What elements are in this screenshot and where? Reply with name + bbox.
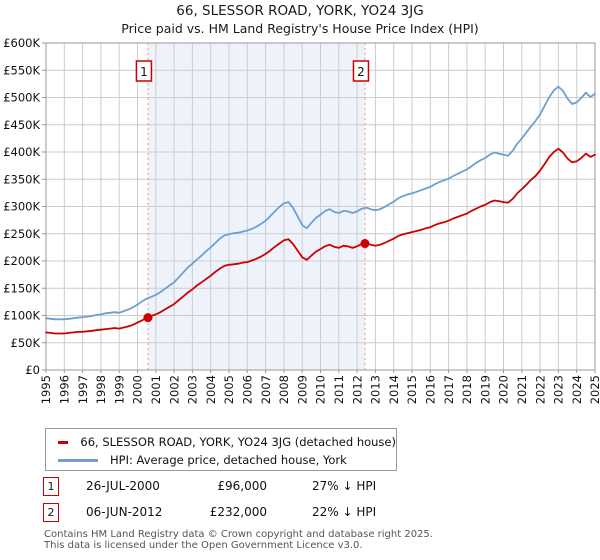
x-axis-label: 2005 <box>222 375 236 404</box>
legend-line-swatch <box>58 458 98 462</box>
sale-price: £232,000 <box>209 505 267 519</box>
x-axis-label: 2006 <box>241 375 255 404</box>
x-axis-label: 2012 <box>350 375 364 404</box>
x-axis-label: 2022 <box>533 375 547 404</box>
x-axis-label: 2000 <box>131 375 145 404</box>
x-axis-label: 2013 <box>369 375 383 404</box>
series-line <box>45 147 596 335</box>
sale-hpi-delta: 27% ↓ HPI <box>312 479 377 493</box>
x-axis-label: 2009 <box>295 375 309 404</box>
x-axis-label: 1997 <box>76 375 90 404</box>
price-history-chart: £0 £50K £100K £150K £200K £250K £300K £350K £400… <box>3 36 600 404</box>
x-axis-label: 2025 <box>588 375 600 404</box>
sale-flag-box <box>135 60 153 82</box>
y-axis-label: £100K <box>3 309 40 323</box>
sale-annotation-row: 1 26-JUL-2000 £96,000 27% ↓ HPI <box>0 477 600 497</box>
sale-number-badge: 1 <box>43 477 59 496</box>
y-axis-label: £0 <box>25 363 40 377</box>
footer-licence: This data is licensed under the Open Gov… <box>44 540 363 551</box>
y-axis-label: £300K <box>3 200 40 214</box>
sale-hpi-delta: 22% ↓ HPI <box>312 505 377 519</box>
x-axis-label: 2020 <box>497 375 511 404</box>
x-axis-label: 2011 <box>332 375 346 404</box>
footer-copyright: Contains HM Land Registry data © Crown c… <box>44 529 433 540</box>
sale-price: £96,000 <box>217 479 267 493</box>
sale-flag-number: 2 <box>357 65 365 79</box>
x-axis-label: 2010 <box>314 375 328 404</box>
x-axis-label: 2019 <box>478 375 492 404</box>
chart-legend: 66, SLESSOR ROAD, YORK, YO24 3JG (detach… <box>45 428 397 471</box>
sale-annotation-row: 2 06-JUN-2012 £232,000 22% ↓ HPI <box>0 503 600 523</box>
sale-date: 06-JUN-2012 <box>86 505 163 519</box>
legend-label: 66, SLESSOR ROAD, YORK, YO24 3JG (detach… <box>80 435 396 449</box>
legend-item: HPI: Average price, detached house, York <box>58 451 396 469</box>
x-axis-label: 2018 <box>460 375 474 404</box>
y-axis-label: £350K <box>3 172 40 186</box>
sale-point-marker <box>143 313 153 323</box>
y-axis-label: £500K <box>3 91 40 105</box>
x-axis-label: 2004 <box>204 375 218 404</box>
x-axis-label: 2021 <box>515 375 529 404</box>
y-axis-label: £600K <box>3 36 40 50</box>
sale-date: 26-JUL-2000 <box>86 479 160 493</box>
legend-line-swatch <box>58 440 69 444</box>
y-axis-label: £150K <box>3 281 40 295</box>
page-title: 66, SLESSOR ROAD, YORK, YO24 3JG <box>176 3 424 19</box>
x-axis-label: 2017 <box>442 375 456 404</box>
x-axis-label: 2023 <box>552 375 566 404</box>
y-axis-label: £450K <box>3 118 40 132</box>
y-axis-label: £50K <box>11 336 41 350</box>
x-axis-label: 2003 <box>186 375 200 404</box>
page-subtitle: Price paid vs. HM Land Registry's House … <box>121 21 479 36</box>
sale-flag-box <box>352 60 370 82</box>
x-axis-label: 1998 <box>94 375 108 404</box>
y-axis-label: £250K <box>3 227 40 241</box>
x-axis-label: 1996 <box>58 375 72 404</box>
legend-label: HPI: Average price, detached house, York <box>110 453 347 467</box>
x-axis-label: 2024 <box>570 375 584 404</box>
x-axis-label: 2001 <box>149 375 163 404</box>
sale-number-badge: 2 <box>43 503 59 522</box>
sale-point-marker <box>360 239 370 249</box>
x-axis-label: 2016 <box>424 375 438 404</box>
x-axis-label: 1995 <box>39 375 53 404</box>
x-axis-label: 2008 <box>277 375 291 404</box>
series-line <box>45 85 596 321</box>
y-axis-label: £200K <box>3 254 40 268</box>
x-axis-label: 2007 <box>259 375 273 404</box>
x-axis-label: 2014 <box>387 375 401 404</box>
sale-flag-number: 1 <box>140 65 148 79</box>
x-axis-label: 2015 <box>405 375 419 404</box>
y-axis-label: £550K <box>3 63 40 77</box>
x-axis-label: 1999 <box>112 375 126 404</box>
x-axis-label: 2002 <box>167 375 181 404</box>
y-axis-label: £400K <box>3 145 40 159</box>
legend-item: 66, SLESSOR ROAD, YORK, YO24 3JG (detach… <box>58 433 396 451</box>
